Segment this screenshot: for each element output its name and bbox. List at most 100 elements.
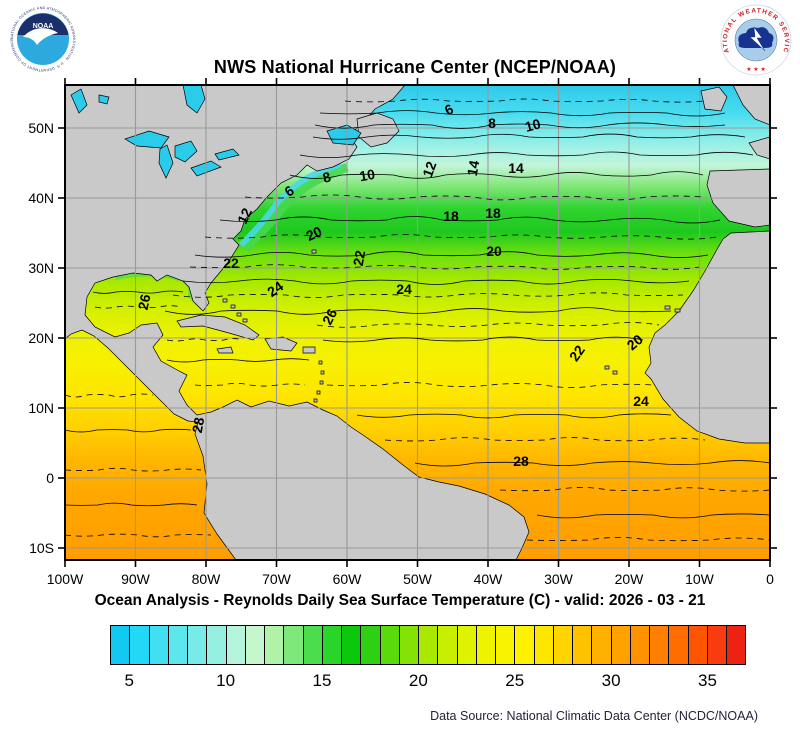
colorbar-cell bbox=[168, 626, 188, 664]
land-bermuda bbox=[311, 249, 317, 254]
isotherm-line bbox=[536, 513, 770, 519]
colorbar-cell bbox=[303, 626, 323, 664]
lake-michigan bbox=[158, 144, 174, 179]
isotherm-line bbox=[344, 98, 706, 103]
colorbar-tick-label: 10 bbox=[216, 671, 236, 690]
colorbar-cell bbox=[476, 626, 496, 664]
land-cape-verde bbox=[604, 365, 618, 375]
colorbar-tick-label: 5 bbox=[124, 671, 134, 690]
colorbar-cell bbox=[130, 626, 150, 664]
isotherm-line bbox=[65, 467, 202, 472]
axis-ticks bbox=[58, 78, 777, 567]
x-axis-label: 20W bbox=[614, 571, 644, 587]
isotherm-label: 20 bbox=[303, 223, 324, 244]
x-axis-label: 80W bbox=[191, 571, 221, 587]
colorbar bbox=[110, 625, 746, 665]
isotherm-label: 18 bbox=[443, 208, 459, 224]
isotherm-line bbox=[65, 428, 192, 433]
isotherm-line bbox=[356, 413, 672, 419]
colorbar-cell bbox=[245, 626, 265, 664]
colorbar-cell bbox=[534, 626, 554, 664]
isotherm-line bbox=[319, 110, 726, 117]
isotherm-line bbox=[65, 502, 198, 507]
isotherm-line bbox=[204, 234, 718, 240]
colorbar-cell bbox=[322, 626, 342, 664]
lake-winnipeg bbox=[70, 88, 88, 114]
isotherm-line bbox=[414, 460, 770, 467]
x-axis-label: 70W bbox=[262, 571, 291, 587]
colorbar-cell bbox=[111, 626, 131, 664]
isotherm-line bbox=[499, 487, 770, 492]
land-france bbox=[748, 136, 770, 160]
isotherm-label: 22 bbox=[350, 249, 368, 267]
y-axis-label: 40N bbox=[28, 190, 54, 206]
y-axis-label: 50N bbox=[28, 120, 54, 136]
colorbar-cell bbox=[669, 626, 689, 664]
lake-james-bay bbox=[182, 85, 206, 114]
colorbar-cell bbox=[553, 626, 573, 664]
sst-map: 6 8 10 12 6 8 10 12 14 14 18 18 20 20 22 22 24 24 26 26 20 22… bbox=[55, 75, 780, 570]
colorbar-cell bbox=[380, 626, 400, 664]
noaa-logo: NOAA NATIONAL OCEANIC AND ATMOSPHERIC AD… bbox=[9, 5, 77, 73]
isotherm-line bbox=[384, 437, 706, 442]
shelf-green-band bbox=[241, 162, 349, 253]
x-axis-label: 60W bbox=[332, 571, 362, 587]
land-puerto-rico bbox=[302, 346, 316, 354]
isotherm-label: 14 bbox=[508, 160, 524, 176]
colorbar-cell bbox=[650, 626, 670, 664]
isotherm-line bbox=[94, 305, 182, 309]
isotherm-line bbox=[316, 322, 660, 328]
colorbar-cell bbox=[188, 626, 208, 664]
y-axis-label: 20N bbox=[28, 330, 54, 346]
shelf-cyan-band bbox=[238, 161, 343, 248]
caption: Ocean Analysis - Reynolds Daily Sea Surf… bbox=[94, 592, 706, 609]
isotherm-line bbox=[166, 358, 310, 363]
isotherm-label: 26 bbox=[135, 292, 154, 311]
isotherm-line bbox=[164, 307, 672, 315]
noaa-logo-label: NOAA bbox=[33, 23, 54, 30]
colorbar-cell bbox=[265, 626, 285, 664]
page-title: NWS National Hurricane Center (NCEP/NOAA… bbox=[213, 57, 617, 77]
colorbar-cell bbox=[419, 626, 439, 664]
isotherm-label: 26 bbox=[319, 306, 341, 327]
isotherm-line bbox=[219, 216, 721, 224]
lake-small-nw bbox=[98, 94, 110, 105]
colorbar-cell bbox=[630, 626, 650, 664]
x-axis-label: 10W bbox=[685, 571, 714, 587]
land-hispaniola bbox=[264, 336, 298, 352]
land-ireland bbox=[700, 86, 728, 112]
x-axis-label: 40W bbox=[473, 571, 503, 587]
colorbar-cell bbox=[592, 626, 612, 664]
isotherm-line bbox=[65, 533, 212, 538]
colorbar-cell bbox=[226, 626, 246, 664]
isotherm-label: 20 bbox=[486, 243, 502, 259]
x-axis-label: 90W bbox=[121, 571, 150, 587]
land bbox=[65, 85, 770, 560]
land-africa bbox=[644, 230, 770, 444]
isotherm-label: 24 bbox=[633, 393, 649, 409]
colorbar-cell bbox=[399, 626, 419, 664]
land-antilles bbox=[313, 360, 325, 403]
y-axis-label: 10N bbox=[28, 400, 54, 416]
x-axis-label: 0 bbox=[766, 571, 774, 587]
isotherm-label: 10 bbox=[523, 115, 542, 135]
isotherm-line bbox=[92, 290, 184, 294]
isotherm-line bbox=[65, 393, 154, 398]
lake-huron bbox=[174, 140, 198, 163]
colorbar-tick-label: 25 bbox=[505, 671, 525, 690]
isotherm-line bbox=[182, 278, 690, 285]
isotherm-line bbox=[189, 264, 700, 270]
isotherm-line bbox=[166, 338, 244, 342]
data-source: Data Source: National Climatic Data Cent… bbox=[430, 709, 758, 723]
isotherm-label: 8 bbox=[321, 168, 333, 186]
isotherm-label: 12 bbox=[419, 159, 439, 179]
isotherm-line bbox=[289, 171, 704, 179]
gulf-st-lawrence bbox=[326, 124, 362, 146]
x-axis-label: 30W bbox=[544, 571, 573, 587]
y-axis-label: 0 bbox=[46, 470, 54, 486]
colorbar-cell bbox=[207, 626, 227, 664]
land-canary-islands bbox=[664, 305, 681, 313]
isotherm-label: 24 bbox=[396, 281, 412, 297]
